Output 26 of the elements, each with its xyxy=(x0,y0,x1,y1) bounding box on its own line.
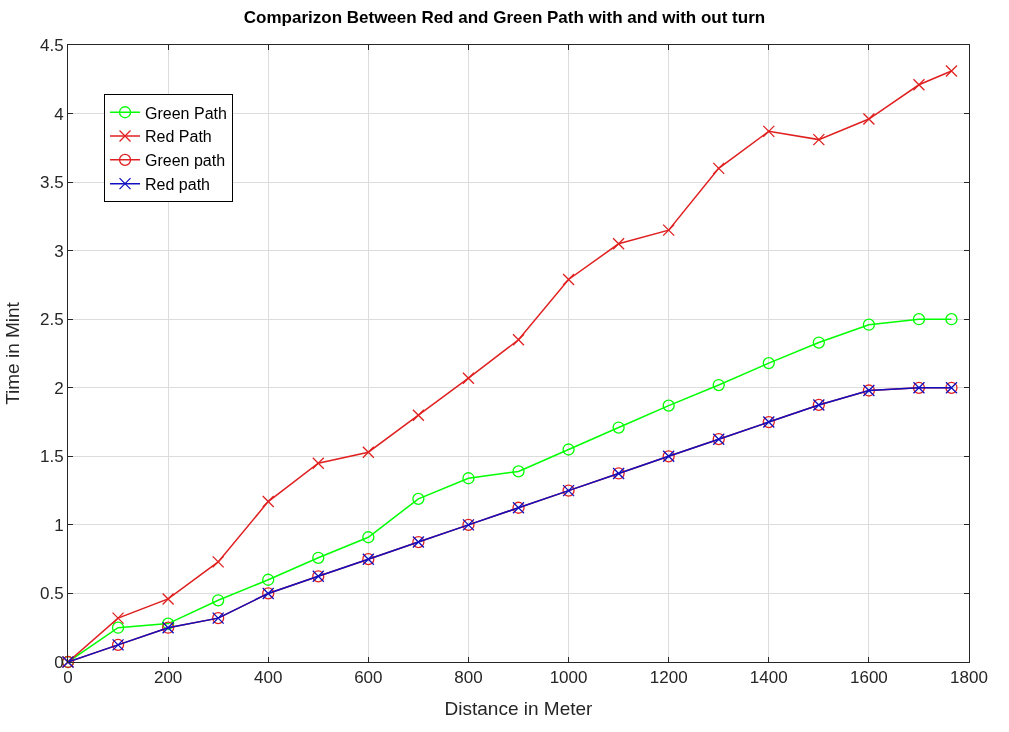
x-axis-title: Distance in Meter xyxy=(444,698,594,720)
y-tick-label: 4.5 xyxy=(39,35,64,55)
y-tick-label: 2.5 xyxy=(39,310,64,330)
y-tick-label: 0.5 xyxy=(39,584,64,604)
y-tick-label: 1 xyxy=(54,515,64,535)
y-axis-title: Time in Mint xyxy=(1,301,23,405)
y-tick-label: 2 xyxy=(54,378,64,398)
y-tick-label: 3.5 xyxy=(39,173,64,193)
legend-label: Green path xyxy=(145,152,226,170)
x-tick-label: 1000 xyxy=(549,668,588,688)
x-tick-label: 400 xyxy=(254,668,283,688)
x-tick-label: 1600 xyxy=(849,668,888,688)
y-tick-label: 4 xyxy=(54,104,64,124)
x-tick-label: 600 xyxy=(354,668,383,688)
x-tick-label: 1400 xyxy=(749,668,788,688)
x-tick-label: 1800 xyxy=(950,668,988,688)
y-tick-label: 3 xyxy=(54,241,64,261)
legend-label: Green Path xyxy=(145,104,227,122)
legend-label: Red Path xyxy=(145,128,212,146)
chart-title: Comparizon Between Red and Green Path with and with out turn xyxy=(243,7,766,27)
y-tick-label: 0 xyxy=(54,652,64,672)
x-tick-label: 200 xyxy=(153,668,183,688)
x-tick-label: 800 xyxy=(454,668,483,688)
legend-label: Red path xyxy=(145,175,210,193)
x-tick-label: 1200 xyxy=(649,668,688,688)
y-tick-label: 1.5 xyxy=(39,447,64,467)
